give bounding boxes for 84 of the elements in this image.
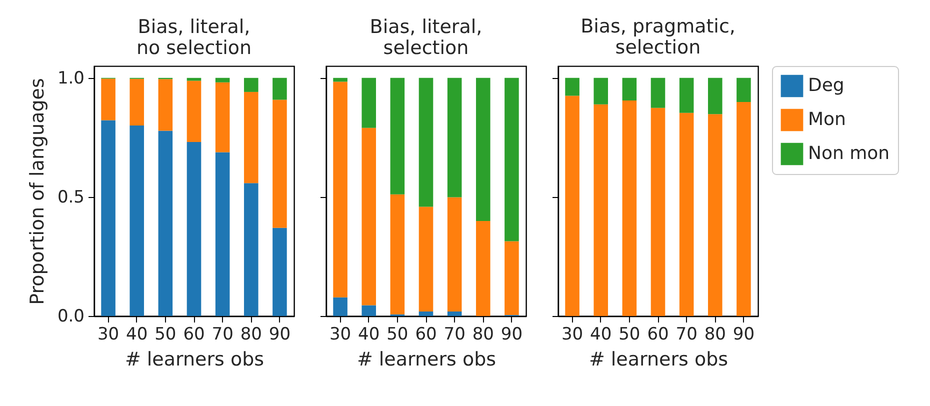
bar xyxy=(215,82,230,152)
bar xyxy=(708,114,722,316)
x-axis-title: # learners obs xyxy=(588,348,728,370)
bar xyxy=(362,305,376,316)
bar xyxy=(101,78,116,120)
bar xyxy=(244,183,258,316)
bar xyxy=(476,78,490,221)
chart-title: Bias, literal, no selection xyxy=(136,16,252,59)
x-tick-label: 90 xyxy=(500,324,523,344)
bar xyxy=(333,297,348,316)
chart-title: Bias, literal, selection xyxy=(370,16,482,59)
x-tick-label: 70 xyxy=(212,324,234,344)
x-tick-label: 40 xyxy=(126,324,148,344)
bar xyxy=(390,194,405,314)
x-tick-label: 80 xyxy=(240,324,262,344)
x-tick-label: 80 xyxy=(472,324,494,344)
bar xyxy=(130,78,144,126)
legend-label: Mon xyxy=(808,109,846,130)
bar xyxy=(736,102,751,316)
x-tick-label: 70 xyxy=(676,324,698,344)
bar xyxy=(215,78,230,82)
x-tick-label: 40 xyxy=(590,324,612,344)
bar xyxy=(622,100,637,316)
bar xyxy=(679,112,694,316)
bar xyxy=(362,128,376,306)
x-tick-label: 60 xyxy=(415,324,437,344)
bar xyxy=(565,78,580,96)
x-axis-title: # learners obs xyxy=(124,348,264,370)
legend-label: Deg xyxy=(808,75,844,96)
bar xyxy=(594,104,608,316)
y-tick-label: 0.5 xyxy=(57,187,84,208)
x-tick-label: 30 xyxy=(561,324,584,344)
bar xyxy=(418,78,434,207)
x-tick-label: 90 xyxy=(268,324,291,344)
bar xyxy=(565,96,580,316)
y-tick-label: 1.0 xyxy=(57,68,84,88)
x-tick-label: 30 xyxy=(97,324,120,344)
bar xyxy=(447,311,462,316)
x-tick-label: 60 xyxy=(647,324,669,344)
x-axis-title: # learners obs xyxy=(356,348,496,370)
bar xyxy=(736,78,751,102)
bar xyxy=(186,142,202,316)
y-axis-title: Proportion of languages xyxy=(26,78,48,305)
chart-title: Bias, pragmatic, selection xyxy=(580,16,736,58)
bar xyxy=(362,78,376,128)
bar xyxy=(272,100,287,228)
bar xyxy=(418,206,434,312)
x-tick-label: 30 xyxy=(329,324,352,344)
bar xyxy=(650,78,666,108)
bar xyxy=(272,228,287,316)
x-tick-label: 50 xyxy=(386,324,408,344)
bar xyxy=(158,79,173,131)
bar xyxy=(158,130,173,316)
bar xyxy=(622,78,637,101)
bar xyxy=(447,78,462,198)
x-tick-label: 60 xyxy=(183,324,205,344)
bar xyxy=(244,78,258,92)
bar xyxy=(447,197,462,312)
x-tick-label: 90 xyxy=(732,324,755,344)
bar xyxy=(418,311,434,316)
bar xyxy=(186,80,202,142)
x-tick-label: 50 xyxy=(618,324,640,344)
bar xyxy=(333,82,348,298)
bar xyxy=(594,78,608,104)
y-tick-label: 0.0 xyxy=(57,306,84,326)
bar xyxy=(708,78,722,114)
x-tick-label: 40 xyxy=(358,324,380,344)
bar xyxy=(186,78,202,81)
bar xyxy=(333,78,348,82)
bar xyxy=(476,221,490,316)
bar xyxy=(272,78,287,100)
bar xyxy=(215,152,230,316)
x-tick-label: 70 xyxy=(444,324,466,344)
bar xyxy=(390,78,405,194)
bar xyxy=(679,78,694,113)
bar xyxy=(650,108,666,316)
x-tick-label: 50 xyxy=(154,324,176,344)
bar xyxy=(101,120,116,316)
bar xyxy=(504,241,519,316)
bar xyxy=(504,78,519,242)
bar xyxy=(244,92,258,184)
bar xyxy=(130,126,144,316)
x-tick-label: 80 xyxy=(704,324,726,344)
legend-label: Non mon xyxy=(808,143,890,164)
